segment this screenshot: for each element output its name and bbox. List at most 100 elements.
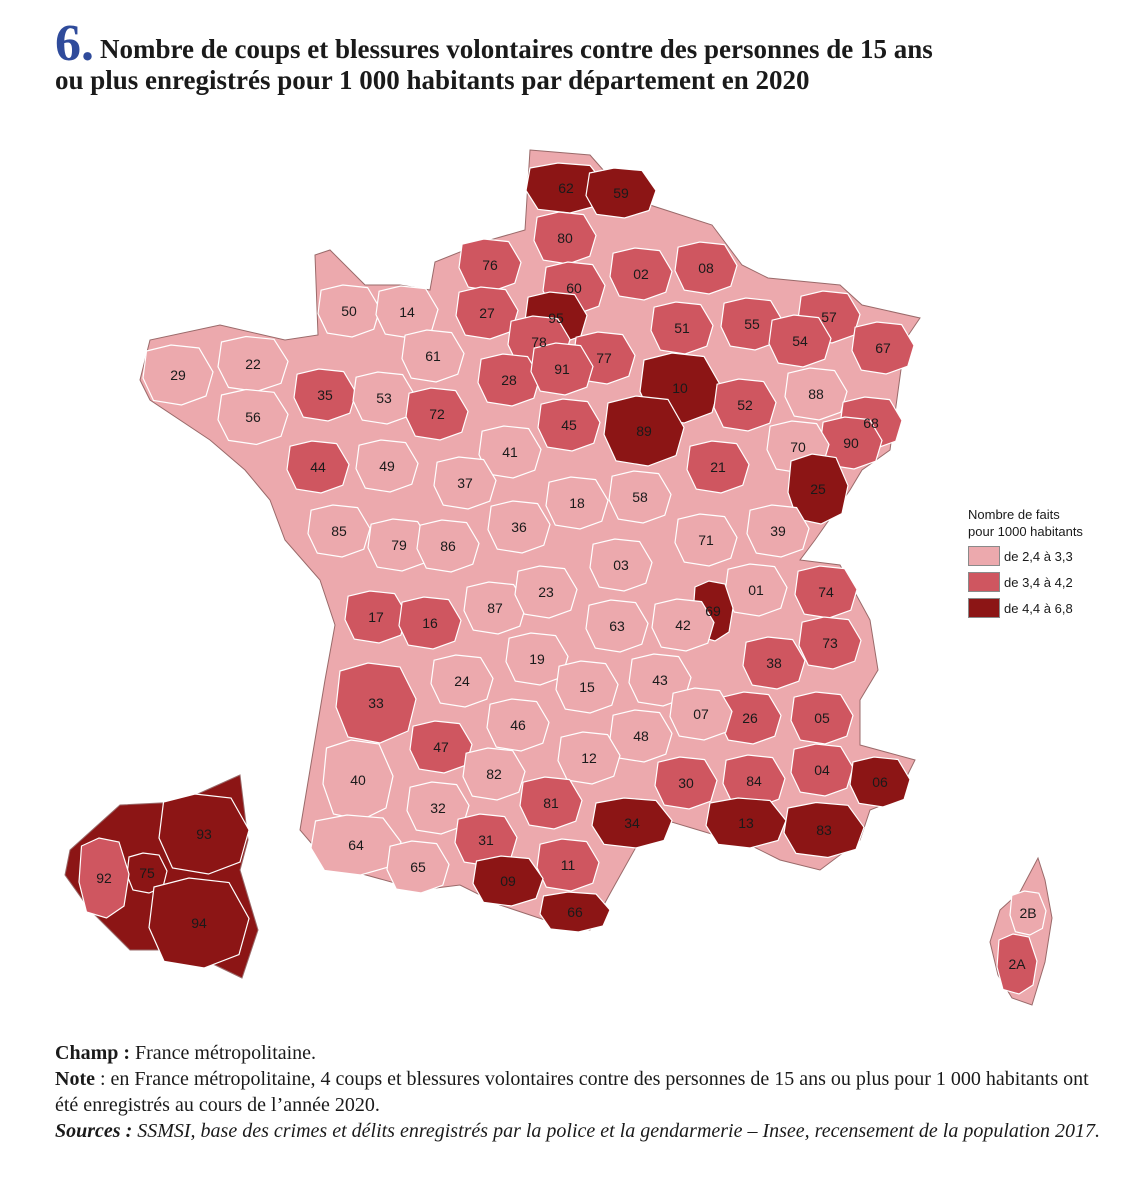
department-label-74: 74 bbox=[818, 584, 834, 600]
department-label-13: 13 bbox=[738, 815, 754, 831]
department-label-95: 95 bbox=[548, 310, 564, 326]
department-56 bbox=[217, 388, 289, 446]
department-label-52: 52 bbox=[737, 397, 753, 413]
department-label-40: 40 bbox=[350, 772, 366, 788]
department-label-08: 08 bbox=[698, 260, 714, 276]
department-86 bbox=[416, 519, 480, 573]
department-16 bbox=[398, 596, 462, 650]
department-67 bbox=[851, 321, 915, 375]
department-35 bbox=[293, 368, 357, 422]
department-72 bbox=[405, 387, 469, 441]
legend-swatch-low bbox=[968, 546, 1000, 566]
department-label-30: 30 bbox=[678, 775, 694, 791]
department-label-58: 58 bbox=[632, 489, 648, 505]
department-label-09: 09 bbox=[500, 873, 516, 889]
department-label-53: 53 bbox=[376, 390, 392, 406]
department-50 bbox=[317, 284, 381, 338]
department-label-25: 25 bbox=[810, 481, 826, 497]
department-08 bbox=[674, 241, 738, 295]
department-label-75: 75 bbox=[139, 865, 155, 881]
department-05 bbox=[790, 691, 854, 745]
department-17 bbox=[344, 590, 408, 644]
department-label-94: 94 bbox=[191, 915, 207, 931]
department-label-88: 88 bbox=[808, 386, 824, 402]
department-label-43: 43 bbox=[652, 672, 668, 688]
department-label-85: 85 bbox=[331, 523, 347, 539]
department-65 bbox=[386, 840, 450, 894]
department-label-66: 66 bbox=[567, 904, 583, 920]
department-52 bbox=[713, 378, 777, 432]
department-label-06: 06 bbox=[872, 774, 888, 790]
department-label-62: 62 bbox=[558, 180, 574, 196]
department-label-15: 15 bbox=[579, 679, 595, 695]
department-22 bbox=[217, 335, 289, 393]
legend-item-low: de 2,4 à 3,3 bbox=[968, 546, 1083, 566]
department-label-71: 71 bbox=[698, 532, 714, 548]
department-label-78: 78 bbox=[531, 334, 547, 350]
department-label-54: 54 bbox=[792, 333, 808, 349]
footnote-note: Note : en France métropolitaine, 4 coups… bbox=[55, 1068, 1089, 1116]
department-40 bbox=[322, 739, 394, 821]
department-label-05: 05 bbox=[814, 710, 830, 726]
department-07 bbox=[669, 687, 733, 741]
department-label-31: 31 bbox=[478, 832, 494, 848]
department-label-69: 69 bbox=[705, 603, 721, 619]
department-25 bbox=[787, 453, 849, 525]
department-88 bbox=[784, 367, 848, 421]
department-73 bbox=[798, 616, 862, 670]
department-label-77: 77 bbox=[596, 350, 612, 366]
department-label-44: 44 bbox=[310, 459, 326, 475]
department-38 bbox=[742, 636, 806, 690]
department-03 bbox=[589, 538, 653, 592]
department-label-12: 12 bbox=[581, 750, 597, 766]
legend-label-high: de 4,4 à 6,8 bbox=[1004, 600, 1073, 616]
department-label-02: 02 bbox=[633, 266, 649, 282]
department-85 bbox=[307, 504, 371, 558]
department-label-79: 79 bbox=[391, 537, 407, 553]
department-label-56: 56 bbox=[245, 409, 261, 425]
department-label-61: 61 bbox=[425, 348, 441, 364]
department-21 bbox=[686, 440, 750, 494]
department-label-70: 70 bbox=[790, 439, 806, 455]
department-label-41: 41 bbox=[502, 444, 518, 460]
department-label-51: 51 bbox=[674, 320, 690, 336]
department-label-28: 28 bbox=[501, 372, 517, 388]
department-label-37: 37 bbox=[457, 475, 473, 491]
department-label-45: 45 bbox=[561, 417, 577, 433]
department-label-34: 34 bbox=[624, 815, 640, 831]
department-39 bbox=[746, 504, 810, 558]
department-labels: 62 59 80 76 60 02 08 50 14 27 95 51 55 57 67 61 78 77 54 22… bbox=[96, 180, 1036, 972]
department-label-49: 49 bbox=[379, 458, 395, 474]
department-33 bbox=[335, 662, 417, 744]
department-89 bbox=[603, 395, 685, 467]
department-label-86: 86 bbox=[440, 538, 456, 554]
department-label-26: 26 bbox=[742, 710, 758, 726]
department-label-59: 59 bbox=[613, 185, 629, 201]
department-label-84: 84 bbox=[746, 773, 762, 789]
department-87 bbox=[463, 581, 527, 635]
department-36 bbox=[487, 500, 551, 554]
department-label-80: 80 bbox=[557, 230, 573, 246]
department-label-42: 42 bbox=[675, 617, 691, 633]
department-label-29: 29 bbox=[170, 367, 186, 383]
department-label-63: 63 bbox=[609, 618, 625, 634]
department-04 bbox=[790, 743, 854, 797]
department-label-90: 90 bbox=[843, 435, 859, 451]
legend-item-mid: de 3,4 à 4,2 bbox=[968, 572, 1083, 592]
department-94 bbox=[148, 877, 250, 969]
department-label-82: 82 bbox=[486, 766, 502, 782]
department-label-22: 22 bbox=[245, 356, 261, 372]
department-label-39: 39 bbox=[770, 523, 786, 539]
department-61 bbox=[401, 329, 465, 383]
department-label-67: 67 bbox=[875, 340, 891, 356]
department-44 bbox=[286, 440, 350, 494]
department-83 bbox=[783, 801, 865, 859]
department-80 bbox=[533, 211, 597, 265]
department-18 bbox=[545, 476, 609, 530]
department-label-35: 35 bbox=[317, 387, 333, 403]
department-label-48: 48 bbox=[633, 728, 649, 744]
department-label-50: 50 bbox=[341, 303, 357, 319]
department-label-60: 60 bbox=[566, 280, 582, 296]
department-51 bbox=[650, 301, 714, 355]
department-84 bbox=[722, 754, 786, 808]
